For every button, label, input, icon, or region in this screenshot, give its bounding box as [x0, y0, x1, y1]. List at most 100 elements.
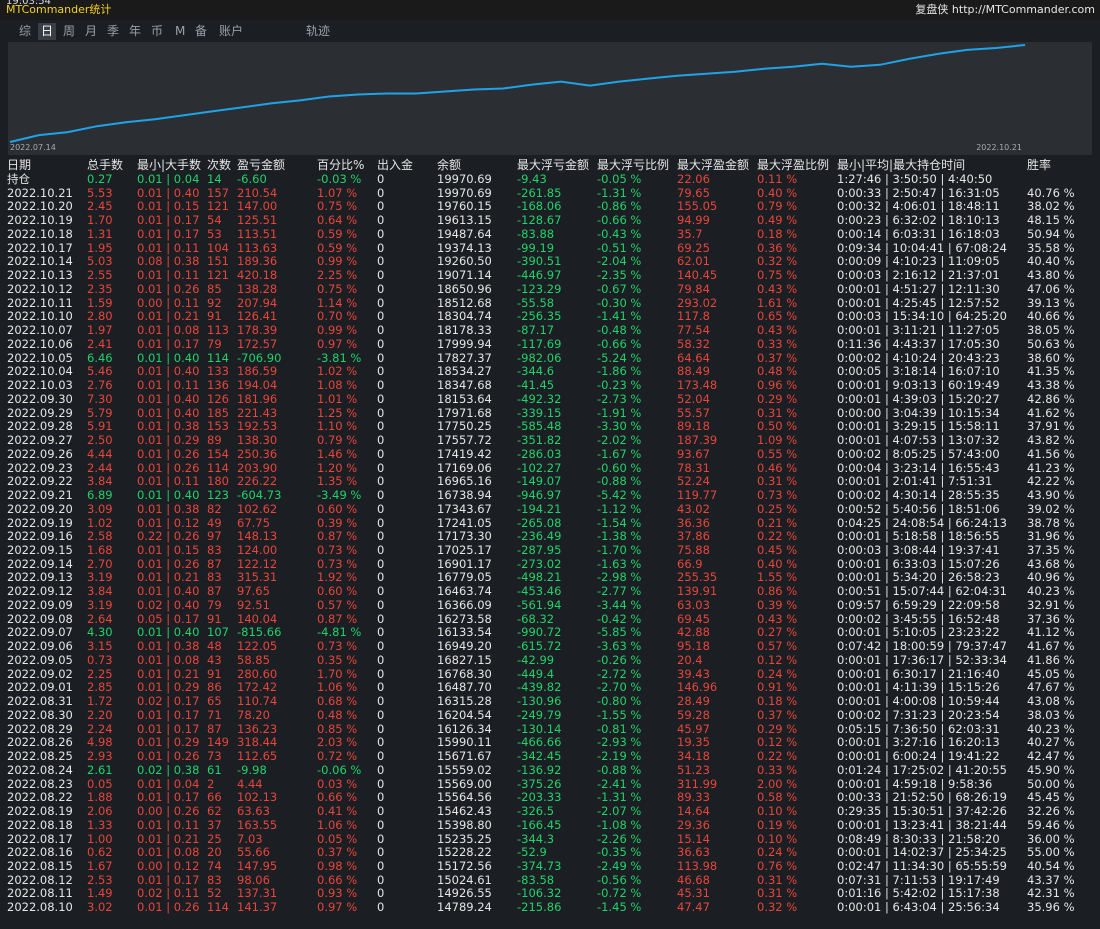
cell: -1.41 % [597, 309, 642, 324]
cell: -374.73 [517, 859, 562, 873]
row-date: 2022.09.16 [7, 529, 73, 544]
cell: 51.23 [677, 762, 710, 777]
tab[interactable]: 日 [38, 23, 57, 40]
cell: 42.47 % [1027, 749, 1075, 764]
cell: -1.38 % [597, 529, 642, 544]
cell: 19071.14 [437, 268, 492, 283]
cell: 43.02 [677, 501, 710, 516]
cell: 94.99 [677, 213, 710, 228]
cell: 40.96 % [1027, 570, 1075, 585]
cell: -55.58 [517, 295, 555, 310]
cell: 0.73 % [317, 542, 358, 557]
cell: 32.91 % [1027, 597, 1075, 612]
cell: 2.80 [87, 309, 113, 324]
cell: 117.8 [677, 309, 710, 324]
cell: 16901.17 [437, 556, 492, 571]
cell: 2.06 [87, 804, 113, 819]
cell: 0:00:01 | 3:11:21 | 11:27:05 [837, 323, 1000, 338]
cell: 0.72 % [317, 749, 358, 764]
cell: -83.58 [517, 872, 555, 887]
cell: -83.88 [517, 226, 555, 241]
cell: 0 [377, 323, 385, 338]
cell: -2.77 % [597, 584, 642, 599]
cell: 40.40 % [1027, 254, 1075, 269]
cell: 19970.69 [437, 185, 492, 200]
cell: 189.36 [237, 254, 278, 269]
cell: 0:00:02 | 3:45:55 | 16:52:48 [837, 611, 1000, 626]
cell: 43.82 % [1027, 433, 1075, 448]
cell: -0.23 % [597, 378, 642, 393]
tab[interactable]: M [175, 24, 186, 38]
cell: 41.62 % [1027, 405, 1075, 420]
tab[interactable]: 季 [107, 24, 120, 38]
cell: -2.70 % [597, 680, 642, 695]
tab[interactable]: 币 [151, 24, 164, 38]
cell: 48 [207, 639, 222, 654]
cell: 0.86 % [757, 584, 798, 599]
cell: 0.27 % [757, 625, 798, 640]
cell: 1.00 [87, 831, 113, 846]
cell: 0 [377, 336, 385, 351]
tab[interactable]: 备 [195, 24, 208, 38]
cell: -0.88 % [597, 762, 642, 777]
cell: 0.31 % [757, 474, 798, 489]
cell: 114 [207, 350, 229, 365]
cell: 0.01 | 0.26 [137, 556, 200, 571]
tab[interactable]: 月 [85, 24, 98, 38]
cell: 0.18 % [757, 694, 798, 709]
cell: 62.01 [677, 254, 710, 269]
cell: 14789.24 [437, 900, 492, 915]
cell: 123 [207, 488, 229, 503]
cell: 0.93 % [317, 886, 358, 901]
cell: 17173.30 [437, 529, 492, 544]
cell: -0.80 % [597, 694, 642, 709]
cell: 0.73 [87, 652, 113, 667]
cell: 0.10 % [757, 831, 798, 846]
tab[interactable]: 周 [63, 24, 76, 38]
cell: -453.46 [517, 584, 562, 599]
cell: 0 [377, 597, 385, 612]
brand[interactable]: 复盘侠 http://MTCommander.com [915, 3, 1095, 16]
cell: 0.33 % [757, 336, 798, 351]
cell: 0 [377, 268, 385, 283]
cell: 15564.56 [437, 790, 492, 805]
cell: 66 [207, 790, 222, 805]
cell: -342.45 [517, 749, 562, 764]
cell: 48.15 % [1027, 213, 1075, 228]
tab[interactable]: 账户 [219, 24, 244, 38]
cell: -615.72 [517, 639, 562, 654]
cell: 1.55 % [757, 570, 798, 585]
cell: 17343.67 [437, 501, 492, 516]
tab[interactable]: 综 [19, 24, 32, 38]
row-date: 2022.09.12 [7, 584, 73, 599]
cell: 0.48 % [317, 707, 358, 722]
row-date: 2022.10.20 [7, 199, 73, 214]
cell: -2.93 % [597, 735, 642, 750]
cell: 0:00:23 | 6:32:02 | 18:10:13 [837, 213, 1000, 228]
clock: 19:03:54 [6, 0, 51, 7]
cell: 2.50 [87, 433, 113, 448]
cell: -1.12 % [597, 501, 642, 516]
cell: -2.49 % [597, 859, 642, 873]
cell: 0 [377, 309, 385, 324]
cell: 5.91 [87, 419, 113, 434]
cell: 4.44 [87, 446, 113, 461]
cell: 0 [377, 199, 385, 214]
tab[interactable]: 年 [129, 24, 142, 38]
cell: 0.02 | 0.17 [137, 694, 200, 709]
cell: 0 [377, 900, 385, 915]
tab[interactable]: 轨迹 [306, 24, 331, 38]
cell: 0:00:01 | 2:01:41 | 7:51:31 [837, 474, 993, 489]
cell: 93.67 [677, 446, 710, 461]
cell: 0.43 % [757, 323, 798, 338]
cell: 0.01 | 0.04 [137, 172, 200, 186]
cell: 0 [377, 515, 385, 530]
cell: 0 [377, 872, 385, 887]
row-date: 2022.08.18 [7, 817, 73, 832]
cell: 15228.22 [437, 845, 492, 860]
cell: 63.63 [237, 804, 270, 819]
cell: 19.35 [677, 735, 710, 750]
cell: 0.12 % [757, 735, 798, 750]
cell: 32.26 % [1027, 804, 1075, 819]
cell: 0:00:00 | 3:04:39 | 10:15:34 [837, 405, 1000, 420]
